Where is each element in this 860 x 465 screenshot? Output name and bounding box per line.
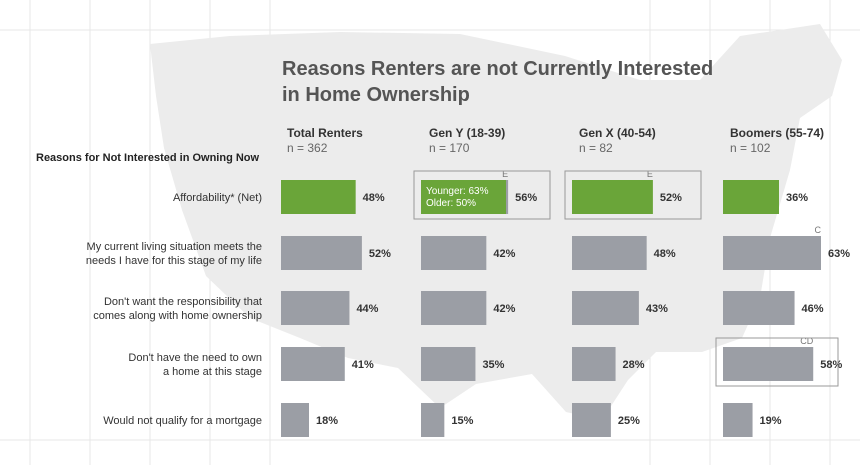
value-label: 44% xyxy=(356,303,378,315)
bar xyxy=(572,236,647,270)
column-name: Gen X (40-54) xyxy=(579,126,656,140)
column-header-gen-y: Gen Y (18-39) n = 170 xyxy=(429,126,505,156)
significance-box xyxy=(715,337,839,387)
value-label: 48% xyxy=(654,248,676,260)
bar xyxy=(572,347,616,381)
row-label: comes along with home ownership xyxy=(93,310,262,322)
bar xyxy=(281,347,345,381)
value-label: 48% xyxy=(363,192,385,204)
significance-box xyxy=(564,170,702,220)
bar xyxy=(421,347,476,381)
value-label: 41% xyxy=(352,359,374,371)
value-label: 19% xyxy=(760,415,782,427)
value-label: 25% xyxy=(618,415,640,427)
significance-letter: E xyxy=(502,169,508,179)
column-sample-size: n = 82 xyxy=(579,141,613,155)
value-label: 42% xyxy=(493,303,515,315)
chart-title: Reasons Renters are not Currently Intere… xyxy=(282,56,713,108)
row-label: Affordability* (Net) xyxy=(173,192,262,204)
bar xyxy=(723,403,753,437)
significance-box xyxy=(413,170,551,220)
bar xyxy=(572,403,611,437)
column-header-total-renters: Total Renters n = 362 xyxy=(287,126,363,156)
row-label: Would not qualify for a mortgage xyxy=(103,415,262,427)
column-name: Boomers (55-74) xyxy=(730,126,825,140)
value-label: 28% xyxy=(623,359,645,371)
bar xyxy=(572,291,639,325)
bar xyxy=(723,180,779,214)
value-label: 35% xyxy=(482,359,504,371)
bar xyxy=(723,347,814,381)
title-line-1: Reasons Renters are not Currently Intere… xyxy=(282,58,714,80)
value-label: 42% xyxy=(493,248,515,260)
bar xyxy=(421,291,487,325)
bar xyxy=(421,403,445,437)
bar xyxy=(281,403,309,437)
value-label: 56% xyxy=(515,192,537,204)
bar xyxy=(723,236,821,270)
annotation-text: Older: 50% xyxy=(426,198,476,209)
value-label: 58% xyxy=(820,359,842,371)
column-sample-size: n = 102 xyxy=(730,141,771,155)
row-label: My current living situation meets the xyxy=(87,241,262,253)
row-header: Reasons for Not Interested in Owning Now xyxy=(36,152,260,164)
significance-letter: CD xyxy=(800,336,813,346)
significance-letter: C xyxy=(815,225,822,235)
column-header-boomers: Boomers (55-74) n = 102 xyxy=(730,126,824,156)
value-label: 52% xyxy=(369,248,391,260)
annotation-bar xyxy=(421,180,506,214)
value-label: 43% xyxy=(646,303,668,315)
column-header-gen-x: Gen X (40-54) n = 82 xyxy=(579,126,656,156)
value-label: 15% xyxy=(451,415,473,427)
bar xyxy=(281,291,350,325)
value-label: 46% xyxy=(802,303,824,315)
annotation-text: Younger: 63% xyxy=(426,186,489,197)
significance-letter: E xyxy=(647,169,653,179)
row-label: Don't have the need to own xyxy=(128,352,262,364)
value-label: 63% xyxy=(828,248,850,260)
bar xyxy=(421,236,487,270)
column-sample-size: n = 362 xyxy=(287,141,328,155)
column-name: Total Renters xyxy=(287,126,363,140)
value-label: 18% xyxy=(316,415,338,427)
bar xyxy=(281,180,356,214)
row-label: needs I have for this stage of my life xyxy=(86,255,262,267)
column-name: Gen Y (18-39) xyxy=(429,126,506,140)
value-label: 36% xyxy=(786,192,808,204)
row-label: Don't want the responsibility that xyxy=(104,296,262,308)
row-label: a home at this stage xyxy=(163,366,262,378)
value-label: 52% xyxy=(660,192,682,204)
column-sample-size: n = 170 xyxy=(429,141,470,155)
bar xyxy=(723,291,795,325)
bar xyxy=(281,236,362,270)
title-line-2: in Home Ownership xyxy=(282,84,470,106)
bar xyxy=(572,180,653,214)
